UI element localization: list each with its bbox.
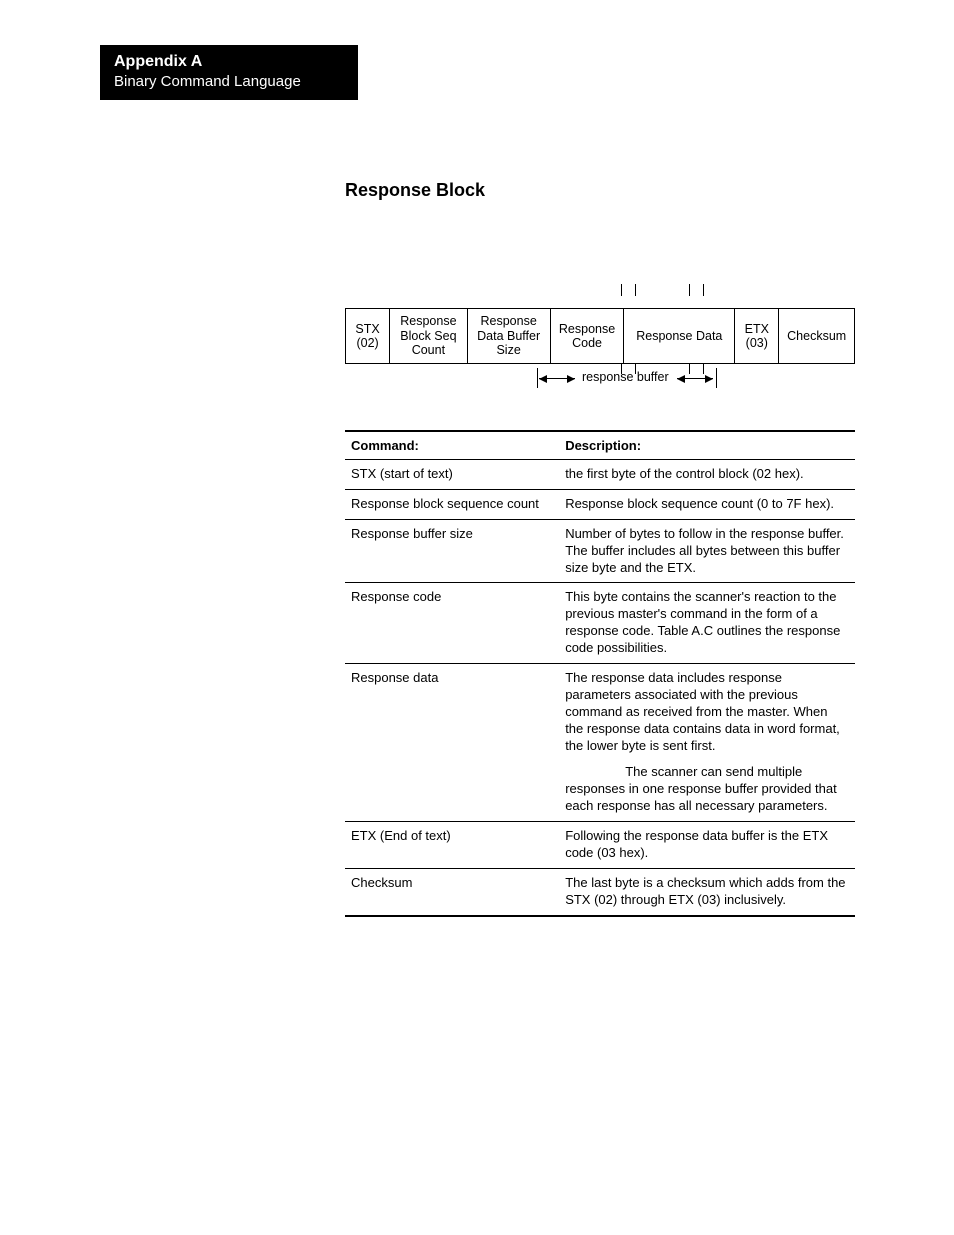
diagram-box-line: Checksum bbox=[787, 329, 846, 343]
diagram-tick bbox=[703, 284, 704, 296]
diagram-tick bbox=[689, 284, 690, 296]
table-cell-description: Following the response data buffer is th… bbox=[559, 822, 855, 869]
diagram-boxes: STX(02)ResponseBlock SeqCountResponseDat… bbox=[345, 308, 855, 364]
page: Appendix A Binary Command Language Respo… bbox=[0, 0, 954, 977]
diagram-box: ResponseCode bbox=[550, 308, 624, 364]
header-subtitle: Binary Command Language bbox=[114, 73, 344, 90]
description-text-2: The scanner can send multiple responses … bbox=[565, 764, 849, 815]
diagram-brace: response buffer bbox=[345, 368, 855, 396]
diagram-box-line: Response bbox=[480, 314, 536, 328]
table-header-row: Command: Description: bbox=[345, 431, 855, 460]
table-cell-command: Response data bbox=[345, 664, 559, 822]
diagram-box-line: (03) bbox=[746, 336, 768, 350]
diagram-box: ETX(03) bbox=[734, 308, 778, 364]
table-cell-description: Response block sequence count (0 to 7F h… bbox=[559, 489, 855, 519]
description-text: The last byte is a checksum which adds f… bbox=[565, 875, 849, 909]
table-cell-command: Response code bbox=[345, 583, 559, 664]
diagram-box-line: Response Data bbox=[636, 329, 722, 343]
description-text: This byte contains the scanner's reactio… bbox=[565, 589, 849, 657]
table-cell-description: Number of bytes to follow in the respons… bbox=[559, 519, 855, 583]
table-row: Response dataThe response data includes … bbox=[345, 664, 855, 822]
diagram-box-line: Size bbox=[496, 343, 520, 357]
diagram-box-line: STX bbox=[355, 322, 379, 336]
description-text: Number of bytes to follow in the respons… bbox=[565, 526, 849, 577]
diagram-box-line: Response bbox=[559, 322, 615, 336]
diagram-tick bbox=[621, 284, 622, 296]
table-row: ETX (End of text)Following the response … bbox=[345, 822, 855, 869]
diagram-box: Response Data bbox=[623, 308, 734, 364]
table-cell-command: Checksum bbox=[345, 868, 559, 915]
diagram-box-line: Code bbox=[572, 336, 602, 350]
table-row: STX (start of text) the first byte of the… bbox=[345, 460, 855, 490]
brace-right-line bbox=[716, 368, 717, 388]
diagram-box-line: ETX bbox=[745, 322, 769, 336]
diagram-box: ResponseData BufferSize bbox=[467, 308, 550, 364]
table-row: Response block sequence count Response bl… bbox=[345, 489, 855, 519]
description-table: Command: Description: STX (start of text… bbox=[345, 430, 855, 917]
description-text: the first byte of the control block (02 … bbox=[565, 466, 849, 483]
table-cell-description: the first byte of the control block (02 … bbox=[559, 460, 855, 490]
header-title: Appendix A bbox=[114, 53, 344, 71]
table-header-command: Command: bbox=[345, 431, 559, 460]
description-text: The response data includes response para… bbox=[565, 670, 849, 754]
table-cell-description: The response data includes response para… bbox=[559, 664, 855, 822]
diagram-box-line: Count bbox=[412, 343, 445, 357]
section-title: Response Block bbox=[345, 180, 854, 201]
description-text: Response block sequence count (0 to 7F h… bbox=[565, 496, 849, 513]
header-box: Appendix A Binary Command Language bbox=[100, 45, 358, 100]
table-row: Response codeThis byte contains the scan… bbox=[345, 583, 855, 664]
diagram-top-ticks bbox=[345, 296, 855, 308]
brace-left-line bbox=[537, 368, 538, 388]
table-header-description: Description: bbox=[559, 431, 855, 460]
table-cell-command: Response buffer size bbox=[345, 519, 559, 583]
description-text: Following the response data buffer is th… bbox=[565, 828, 849, 862]
table-cell-command: ETX (End of text) bbox=[345, 822, 559, 869]
brace-arrow-right bbox=[677, 378, 713, 379]
diagram-tick bbox=[635, 284, 636, 296]
table-cell-command: Response block sequence count bbox=[345, 489, 559, 519]
diagram-box: ResponseBlock SeqCount bbox=[389, 308, 466, 364]
table-row: Response buffer sizeNumber of bytes to f… bbox=[345, 519, 855, 583]
diagram-box: STX(02) bbox=[345, 308, 389, 364]
response-block-diagram: STX(02)ResponseBlock SeqCountResponseDat… bbox=[345, 296, 855, 396]
diagram-box-line: Block Seq bbox=[400, 329, 456, 343]
table-cell-description: The last byte is a checksum which adds f… bbox=[559, 868, 855, 915]
brace-label: response buffer bbox=[582, 370, 669, 384]
diagram-box-line: Data Buffer bbox=[477, 329, 540, 343]
diagram-box: Checksum bbox=[778, 308, 855, 364]
diagram-box-line: Response bbox=[400, 314, 456, 328]
diagram-box-line: (02) bbox=[356, 336, 378, 350]
table-cell-command: STX (start of text) bbox=[345, 460, 559, 490]
table-row: ChecksumThe last byte is a checksum whic… bbox=[345, 868, 855, 915]
table-cell-description: This byte contains the scanner's reactio… bbox=[559, 583, 855, 664]
brace-arrow-left bbox=[539, 378, 575, 379]
